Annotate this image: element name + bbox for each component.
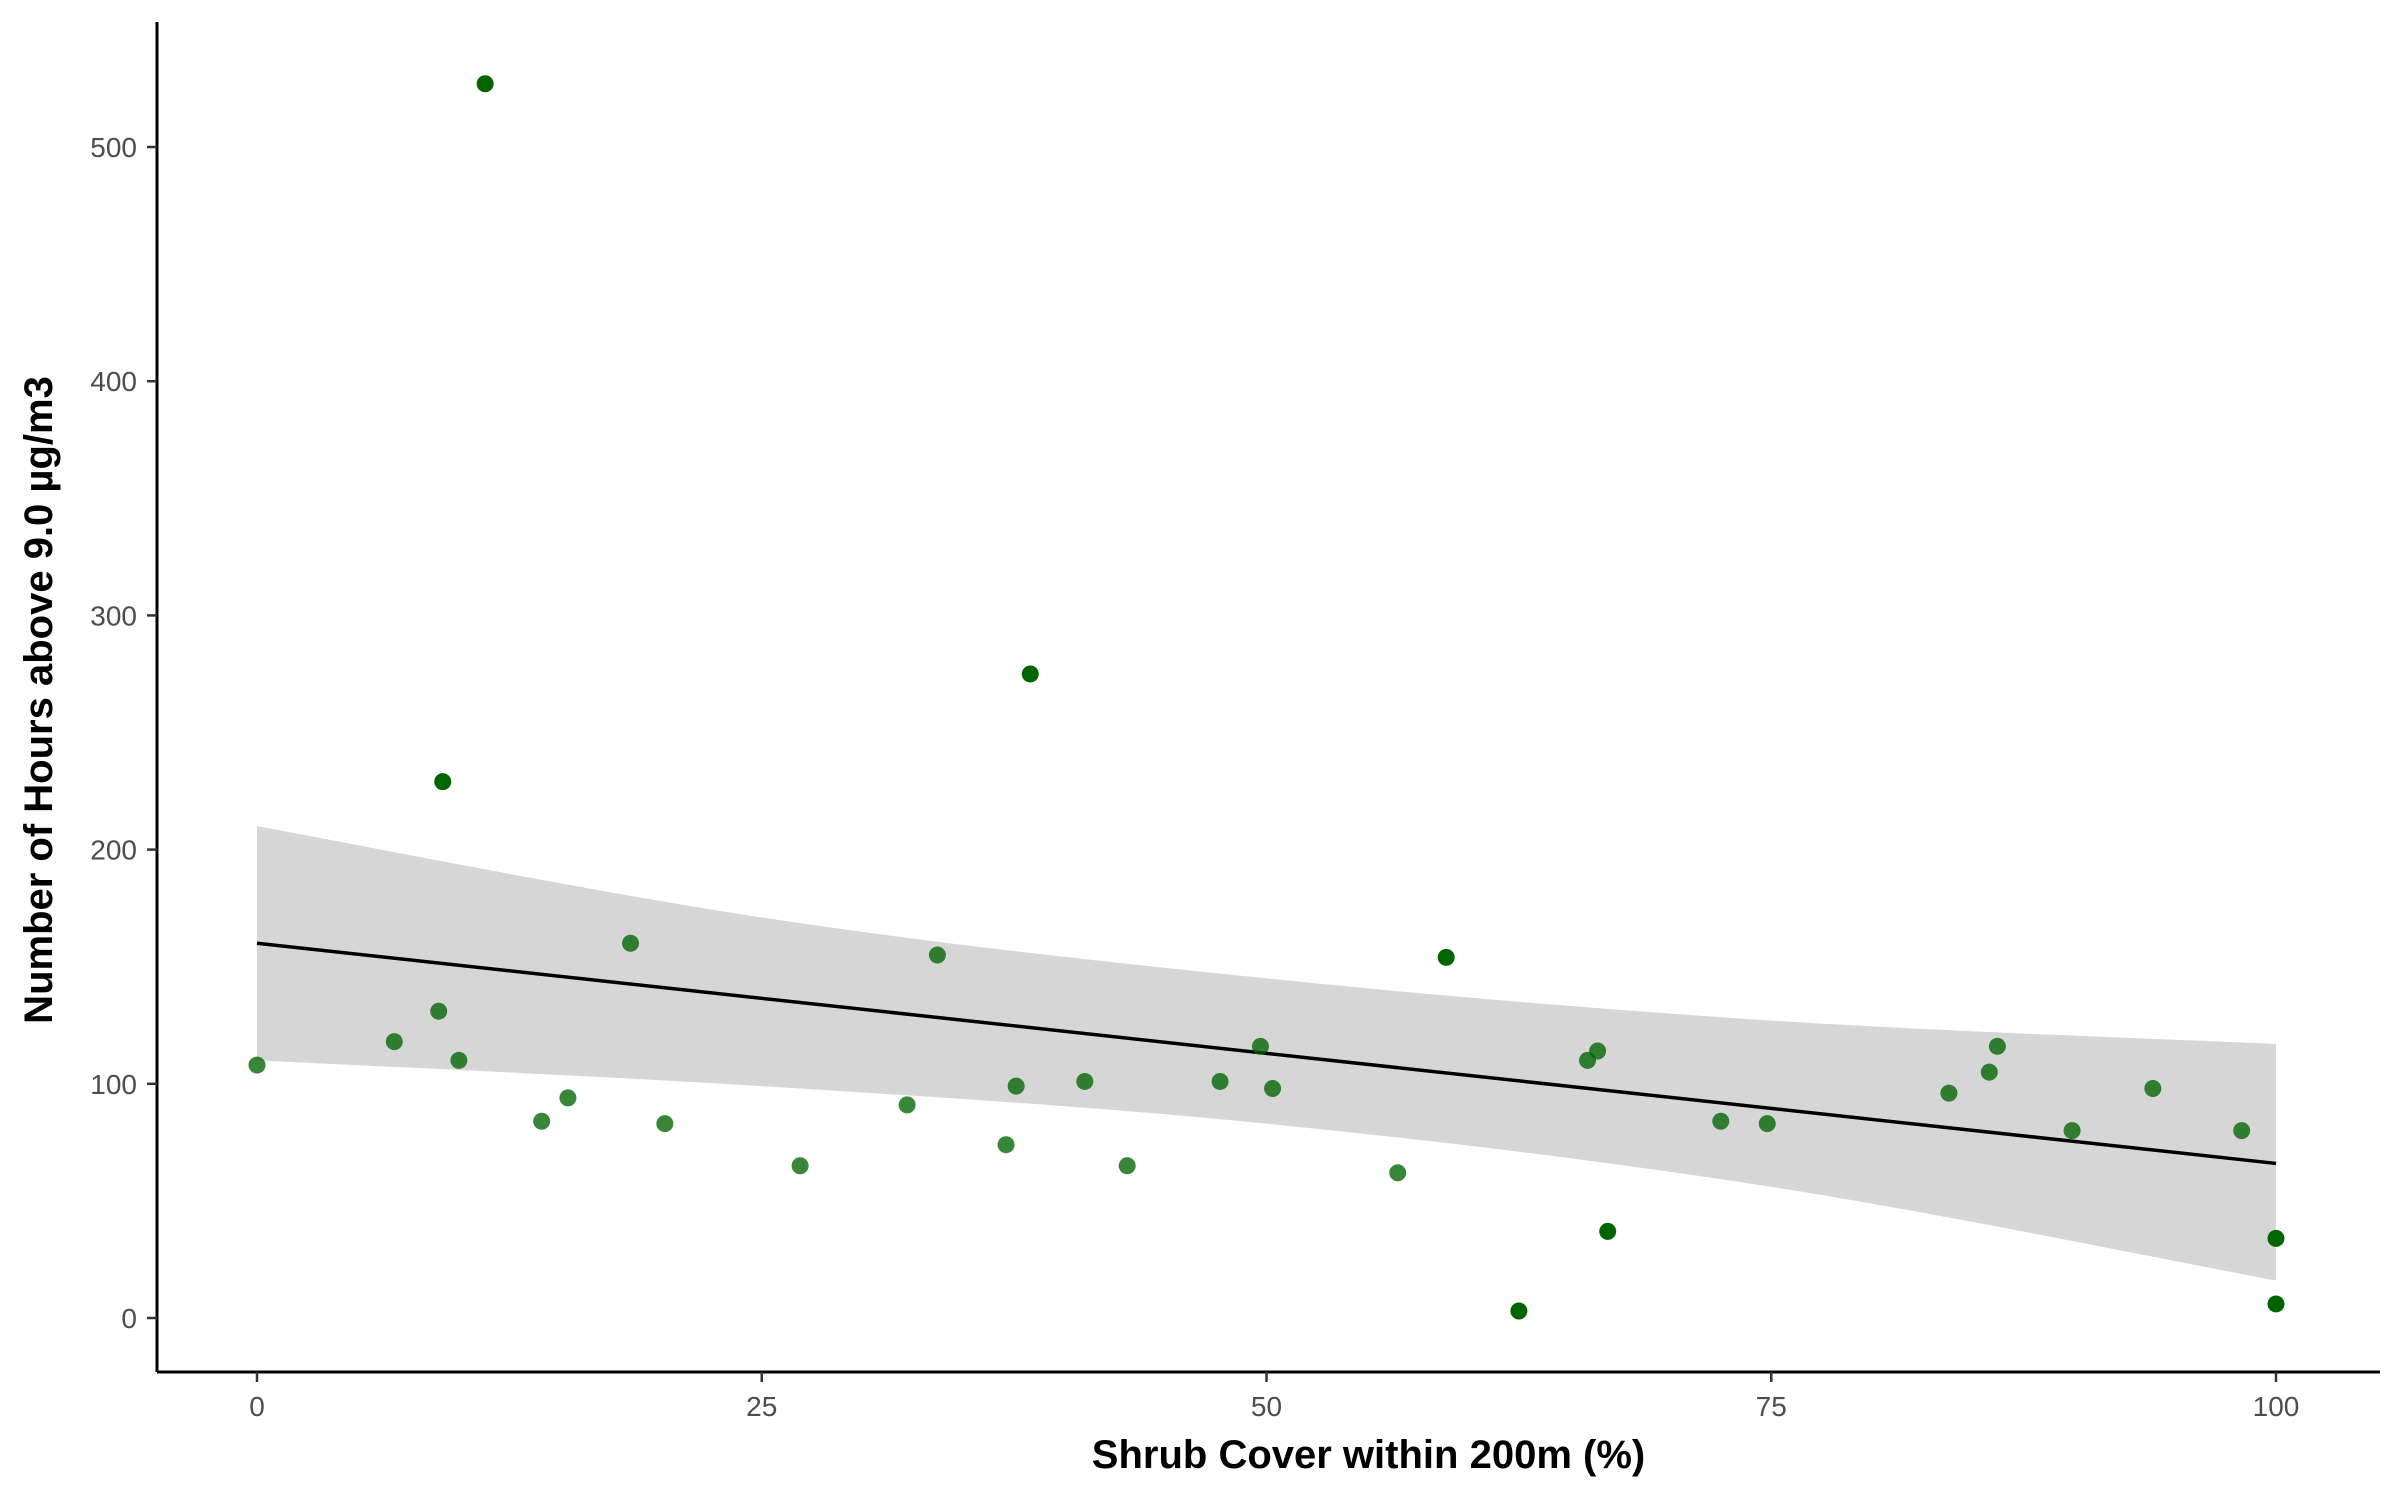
data-points-layer <box>248 75 2285 1320</box>
data-point <box>1712 1112 1730 1130</box>
data-point <box>1007 1077 1025 1095</box>
data-point <box>1980 1063 1998 1081</box>
data-point <box>898 1096 916 1114</box>
data-point <box>1251 1037 1269 1055</box>
y-tick-label: 200 <box>90 835 137 866</box>
data-point <box>385 1033 403 1051</box>
data-point <box>997 1136 1015 1154</box>
data-point <box>430 1002 448 1020</box>
data-point <box>2267 1229 2285 1247</box>
data-point <box>2144 1079 2162 1097</box>
data-point <box>450 1051 468 1069</box>
x-tick-label: 100 <box>2253 1391 2300 1422</box>
data-point <box>2063 1122 2081 1140</box>
data-point <box>559 1089 577 1107</box>
data-point <box>622 934 640 952</box>
y-tick-label: 400 <box>90 366 137 397</box>
data-point <box>1758 1115 1776 1133</box>
data-point <box>2233 1122 2251 1140</box>
data-point <box>791 1157 809 1175</box>
data-point <box>1389 1164 1407 1182</box>
x-tick-label: 25 <box>746 1391 777 1422</box>
x-tick-label: 0 <box>249 1391 265 1422</box>
data-point <box>928 946 946 964</box>
y-tick-label: 500 <box>90 132 137 163</box>
data-point <box>1988 1037 2006 1055</box>
data-point <box>1021 665 1039 683</box>
data-point <box>434 773 452 791</box>
y-ticks-layer: 0 100 200 300 400 500 <box>90 132 157 1334</box>
y-tick-label: 0 <box>121 1303 137 1334</box>
data-point <box>1118 1157 1136 1175</box>
data-point <box>2267 1295 2285 1313</box>
data-point <box>1510 1302 1528 1320</box>
regression-line <box>256 941 2277 1166</box>
data-point <box>476 75 494 93</box>
x-axis-title: Shrub Cover within 200m (%) <box>1092 1433 1645 1477</box>
x-tick-label: 75 <box>1756 1391 1787 1422</box>
data-point <box>533 1112 551 1130</box>
data-point <box>1589 1042 1607 1060</box>
axes-layer <box>155 22 2380 1374</box>
y-tick-label: 100 <box>90 1069 137 1100</box>
data-point <box>248 1056 266 1074</box>
data-point <box>656 1115 674 1133</box>
y-axis-title: Number of Hours above 9.0 µg/m3 <box>17 376 61 1024</box>
x-ticks-layer: 0 25 50 75 100 <box>249 1372 2299 1422</box>
y-tick-label: 300 <box>90 600 137 631</box>
x-tick-label: 50 <box>1251 1391 1282 1422</box>
data-point <box>1076 1072 1094 1090</box>
data-point <box>1437 948 1455 966</box>
data-point <box>1940 1084 1958 1102</box>
fit-line-layer <box>256 941 2277 1166</box>
data-point <box>1264 1079 1282 1097</box>
data-point <box>1599 1222 1617 1240</box>
data-point <box>1211 1072 1229 1090</box>
